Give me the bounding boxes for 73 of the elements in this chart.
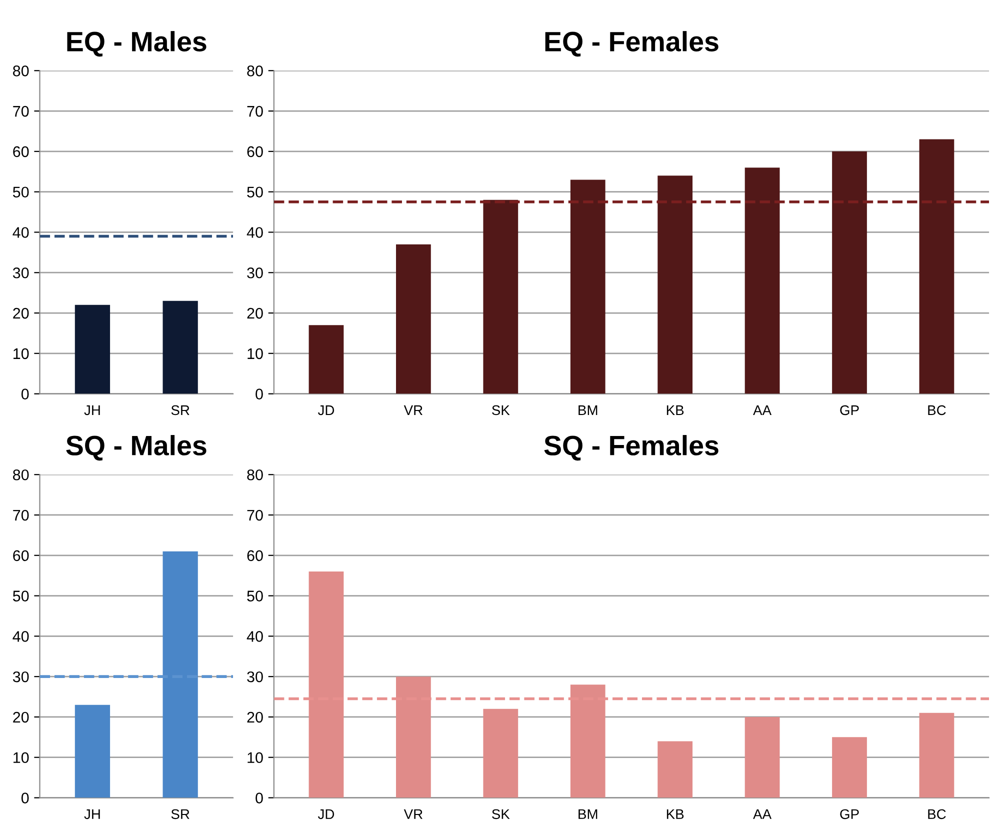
x-tick-label: GP [840,809,859,820]
chart-title: SQ - Females [544,435,718,461]
y-tick-label: 10 [248,348,263,360]
y-tick-label: 60 [13,146,29,158]
bar [483,708,518,798]
y-tick-label: 80 [247,66,263,76]
x-tick-label: BC [928,809,946,820]
y-tick-label: 10 [248,752,263,764]
bar [396,244,431,394]
x-tick-label: SR [171,405,190,416]
x-tick-label: BM [578,809,598,819]
y-tick-label: 50 [247,186,263,198]
x-tick-label: BC [928,405,946,416]
y-tick-label: 10 [14,752,29,764]
y-tick-label: 30 [247,267,263,278]
y-tick-label: 30 [247,671,263,682]
chart-title: EQ - Females [545,31,718,57]
y-tick-label: 50 [12,590,29,602]
x-tick-label: KB [666,809,684,819]
bar [832,737,867,798]
x-tick-label: JH [84,809,100,820]
x-tick-label: JD [318,809,334,820]
y-tick-label: 40 [12,631,29,642]
y-tick-label: 70 [247,510,263,521]
bar [744,168,780,394]
y-tick-label: 20 [247,712,263,723]
y-tick-label: 20 [13,308,29,319]
y-tick-label: 20 [13,712,29,723]
x-tick-label: BM [578,405,598,415]
bar [483,200,518,394]
bar [570,180,606,394]
x-tick-label: VR [404,405,422,415]
bar [832,151,867,394]
y-tick-label: 60 [13,550,29,562]
bar [308,325,344,394]
x-tick-label: AA [753,809,772,819]
y-tick-label: 0 [21,388,29,400]
x-tick-label: JH [84,405,100,416]
x-tick-label: KB [666,405,684,415]
y-tick-label: 0 [21,792,29,804]
x-tick-label: SR [171,809,190,820]
x-tick-label: VR [404,809,422,819]
y-tick-label: 20 [247,308,263,319]
y-tick-label: 70 [13,510,29,521]
y-tick-label: 10 [14,348,29,360]
y-tick-label: 50 [12,186,29,198]
y-tick-label: 70 [247,106,263,117]
y-tick-label: 80 [13,66,29,76]
x-tick-label: SK [492,809,510,820]
y-tick-label: 80 [247,469,263,480]
bar [919,139,954,394]
y-tick-label: 60 [247,146,263,158]
y-tick-label: 40 [246,631,263,642]
bar [658,176,693,394]
chart-title: SQ - Males [66,435,206,461]
x-tick-label: JD [318,405,334,416]
y-tick-label: 30 [12,671,29,682]
x-tick-label: AA [753,405,772,415]
chart-title: EQ - Males [67,31,206,57]
x-tick-label: GP [840,405,859,416]
bar [658,741,693,798]
y-tick-label: 30 [12,267,29,278]
y-tick-label: 40 [246,227,263,238]
y-tick-label: 0 [256,388,263,400]
x-tick-label: SK [492,405,510,416]
y-tick-label: 60 [247,550,263,562]
y-tick-label: 70 [13,106,29,117]
bar [744,716,780,798]
bar [919,712,954,798]
y-tick-label: 40 [12,227,29,238]
y-tick-label: 80 [13,469,29,480]
y-tick-label: 0 [256,792,263,804]
y-tick-label: 50 [247,590,263,602]
